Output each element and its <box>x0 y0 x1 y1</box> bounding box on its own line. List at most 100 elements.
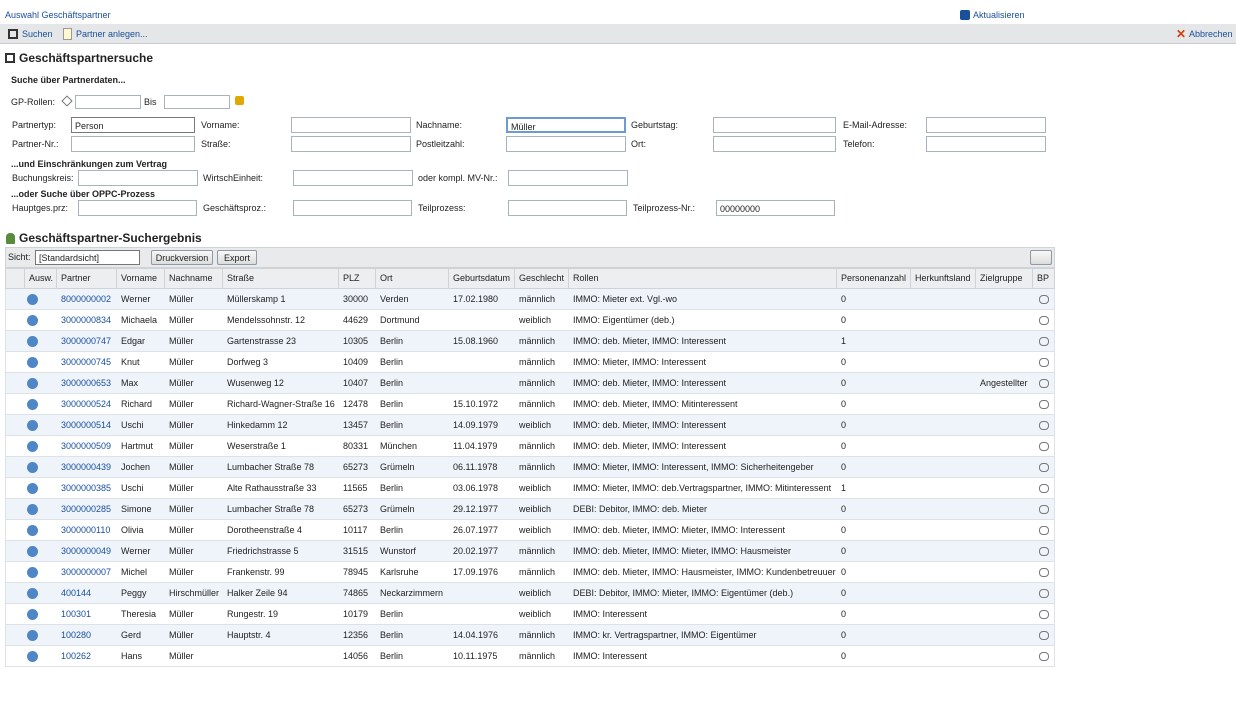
select-row-button[interactable] <box>27 315 38 326</box>
bp-button[interactable] <box>1039 379 1049 388</box>
input-field[interactable]: 00000000 <box>716 200 835 216</box>
select-row-button[interactable] <box>27 546 38 557</box>
input-field[interactable] <box>508 200 627 216</box>
table-cell[interactable]: 3000000007 <box>56 562 116 583</box>
table-cell: Müller <box>164 415 222 436</box>
input-field[interactable]: Müller <box>506 117 626 133</box>
select-row-button[interactable] <box>27 504 38 515</box>
table-cell[interactable]: 100301 <box>56 604 116 625</box>
table-cell: Berlin <box>375 352 448 373</box>
table-cell[interactable]: 3000000439 <box>56 457 116 478</box>
input-field[interactable] <box>78 170 198 186</box>
roles-from[interactable] <box>75 95 141 109</box>
bp-button[interactable] <box>1039 316 1049 325</box>
input-field[interactable] <box>926 117 1046 133</box>
bp-button[interactable] <box>1039 526 1049 535</box>
table-cell: Hauptstr. 4 <box>222 625 338 646</box>
cancel-button[interactable]: Abbrechen <box>1189 28 1239 40</box>
table-cell[interactable]: 3000000834 <box>56 310 116 331</box>
table-cell: DEBI: Debitor, IMMO: Mieter, IMMO: Eigen… <box>568 583 836 604</box>
bp-button[interactable] <box>1039 358 1049 367</box>
select-row-button[interactable] <box>27 651 38 662</box>
input-field[interactable] <box>926 136 1046 152</box>
refresh-link[interactable]: Aktualisieren <box>973 9 1053 21</box>
bp-button[interactable] <box>1039 547 1049 556</box>
table-cell[interactable]: 100262 <box>56 646 116 667</box>
input-field[interactable] <box>291 117 411 133</box>
field-label: Bis <box>144 96 164 108</box>
input-field[interactable] <box>713 117 836 133</box>
select-row-button[interactable] <box>27 525 38 536</box>
table-cell: männlich <box>514 436 568 457</box>
page-title[interactable]: Auswahl Geschäftspartner <box>5 9 205 21</box>
table-cell[interactable]: 3000000110 <box>56 520 116 541</box>
bp-button[interactable] <box>1039 589 1049 598</box>
select-row-button[interactable] <box>27 378 38 389</box>
table-cell: Weserstraße 1 <box>222 436 338 457</box>
bp-button[interactable] <box>1039 652 1049 661</box>
select-row-button[interactable] <box>27 630 38 641</box>
select-row-button[interactable] <box>27 357 38 368</box>
input-field[interactable] <box>713 136 836 152</box>
input-field[interactable] <box>293 200 412 216</box>
table-cell[interactable]: 3000000049 <box>56 541 116 562</box>
bp-button[interactable] <box>1039 631 1049 640</box>
table-cell: 65273 <box>338 499 375 520</box>
export-button[interactable]: Export <box>217 250 257 265</box>
bp-button[interactable] <box>1039 484 1049 493</box>
input-field[interactable] <box>291 136 411 152</box>
bp-button[interactable] <box>1039 337 1049 346</box>
select-row-button[interactable] <box>27 462 38 473</box>
bp-button[interactable] <box>1039 442 1049 451</box>
table-cell[interactable]: 3000000653 <box>56 373 116 394</box>
table-cell: 0 <box>836 373 910 394</box>
select-row-button[interactable] <box>27 483 38 494</box>
select-row-button[interactable] <box>27 567 38 578</box>
input-field[interactable] <box>78 200 197 216</box>
select-row-button[interactable] <box>27 294 38 305</box>
table-cell: 0 <box>836 394 910 415</box>
bp-button[interactable] <box>1039 421 1049 430</box>
table-cell[interactable]: 3000000524 <box>56 394 116 415</box>
table-cell[interactable]: 8000000002 <box>56 289 116 310</box>
table-cell[interactable]: 100280 <box>56 625 116 646</box>
select-row-button[interactable] <box>27 609 38 620</box>
table-cell: 12356 <box>338 625 375 646</box>
bp-button[interactable] <box>1039 400 1049 409</box>
input-field[interactable] <box>71 136 195 152</box>
table-cell[interactable]: 3000000747 <box>56 331 116 352</box>
select-row-button[interactable] <box>27 441 38 452</box>
select-row-button[interactable] <box>27 588 38 599</box>
select-row-button[interactable] <box>27 399 38 410</box>
table-cell[interactable]: 3000000285 <box>56 499 116 520</box>
table-cell: Mendelssohnstr. 12 <box>222 310 338 331</box>
create-button[interactable]: Partner anlegen... <box>76 28 156 40</box>
table-cell: Berlin <box>375 604 448 625</box>
table-cell: Hirschmüller <box>164 583 222 604</box>
table-cell[interactable]: 3000000509 <box>56 436 116 457</box>
bp-button[interactable] <box>1039 568 1049 577</box>
table-cell[interactable]: 3000000514 <box>56 415 116 436</box>
search-button[interactable]: Suchen <box>22 28 56 40</box>
table-cell[interactable]: 3000000385 <box>56 478 116 499</box>
select-row-button[interactable] <box>27 336 38 347</box>
table-cell: 31515 <box>338 541 375 562</box>
settings-button[interactable] <box>1030 250 1052 265</box>
print-button[interactable]: Druckversion <box>151 250 213 265</box>
roles-to[interactable] <box>164 95 230 109</box>
bp-button[interactable] <box>1039 295 1049 304</box>
table-cell[interactable]: 400144 <box>56 583 116 604</box>
input-field[interactable] <box>506 136 626 152</box>
select-row-button[interactable] <box>27 420 38 431</box>
input-field[interactable]: Person <box>71 117 195 133</box>
column-header: Partner <box>56 268 116 289</box>
input-field[interactable] <box>508 170 628 186</box>
subsection-title: ...oder Suche über OPPC-Prozess <box>11 188 261 200</box>
table-cell[interactable]: 3000000745 <box>56 352 116 373</box>
view-select[interactable]: [Standardsicht] <box>35 250 140 265</box>
input-field[interactable] <box>293 170 413 186</box>
bp-button[interactable] <box>1039 505 1049 514</box>
bp-button[interactable] <box>1039 610 1049 619</box>
bp-button[interactable] <box>1039 463 1049 472</box>
table-cell: Wusenweg 12 <box>222 373 338 394</box>
